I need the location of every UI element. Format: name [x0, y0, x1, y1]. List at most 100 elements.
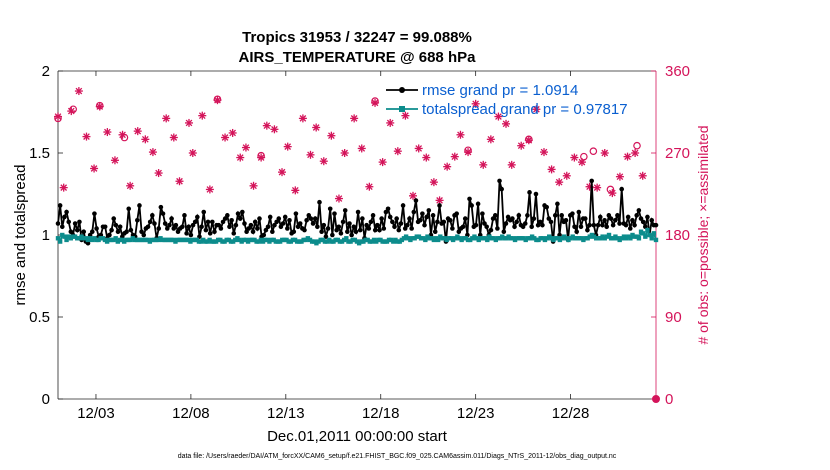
- rmse-point: [529, 224, 534, 230]
- rmse-point: [235, 211, 241, 216]
- rmse-point: [351, 224, 357, 230]
- legend-spread-marker: [399, 106, 405, 112]
- rmse-point: [257, 216, 262, 221]
- rmse-point: [574, 229, 579, 235]
- rmse-point: [437, 203, 442, 208]
- rmse-point: [630, 217, 635, 223]
- rmse-point: [510, 216, 515, 221]
- rmse-point: [615, 213, 620, 218]
- rmse-point: [222, 216, 228, 221]
- rmse-point: [113, 222, 119, 228]
- totalspread-point: [113, 236, 118, 241]
- obs-assimilated-marker: [312, 123, 321, 132]
- obs-assimilated-marker: [623, 152, 632, 161]
- rmse-point: [340, 219, 346, 225]
- rmse-point: [548, 219, 554, 225]
- rmse-point: [372, 227, 378, 233]
- right-y-tick-label: 180: [665, 227, 690, 244]
- obs-assimilated-marker: [205, 185, 214, 194]
- rmse-point: [220, 219, 226, 225]
- totalspread-point: [636, 236, 642, 241]
- obs-assimilated-marker: [486, 135, 495, 144]
- obs-assimilated-marker: [570, 153, 579, 162]
- rmse-point: [233, 222, 239, 228]
- rmse-point: [128, 227, 134, 233]
- totalspread-point: [435, 237, 441, 243]
- rmse-point: [432, 229, 438, 235]
- rmse-point: [312, 216, 318, 221]
- totalspread-point: [606, 232, 612, 238]
- totalspread-point: [643, 234, 648, 239]
- rmse-point: [317, 199, 322, 205]
- rmse-point: [370, 213, 376, 218]
- rmse-point: [462, 216, 468, 221]
- right-y-tick-label: 360: [665, 63, 690, 80]
- x-axis-label: Dec.01,2011 00:00:00 start: [267, 428, 448, 445]
- rmse-point: [422, 222, 427, 228]
- obs-assimilated-marker: [141, 135, 150, 144]
- rmse-point: [218, 226, 224, 231]
- obs-assimilated-marker: [162, 114, 171, 123]
- rmse-point: [77, 219, 82, 225]
- rmse-point: [74, 227, 80, 233]
- obs-assimilated-marker: [133, 127, 142, 136]
- obs-assimilated-marker: [429, 178, 438, 187]
- rmse-point: [150, 213, 155, 218]
- rmse-point: [411, 209, 417, 215]
- rmse-point: [152, 221, 157, 226]
- rmse-point: [582, 216, 588, 221]
- rmse-point: [325, 226, 331, 231]
- rmse-point: [467, 196, 472, 202]
- rmse-point: [278, 224, 284, 230]
- rmse-point: [413, 198, 419, 203]
- rmse-point: [310, 221, 316, 226]
- obs-count-markers: [54, 87, 660, 403]
- obs-possible-marker: [589, 147, 598, 155]
- rmse-point: [604, 224, 610, 230]
- rmse-point: [175, 229, 181, 235]
- rmse-point: [638, 216, 644, 221]
- rmse-point: [137, 203, 142, 208]
- right-y-axis-ticks: 0 90 180 270 360: [651, 63, 690, 408]
- x-tick-label: 12/13: [267, 405, 305, 422]
- obs-assimilated-marker: [278, 168, 287, 177]
- rmse-point: [505, 214, 511, 220]
- rmse-point: [205, 219, 211, 225]
- totalspread-point: [653, 237, 659, 243]
- legend-spread-label: totalspread grand pr = 0.97817: [422, 101, 628, 118]
- obs-possible-marker: [525, 135, 533, 144]
- rmse-point: [336, 224, 342, 230]
- rmse-point: [503, 221, 509, 226]
- totalspread-point: [55, 236, 61, 241]
- rmse-point: [201, 209, 207, 215]
- rmse-point: [145, 224, 151, 230]
- rmse-point: [602, 217, 607, 223]
- obs-assimilated-marker: [357, 144, 366, 153]
- obs-possible-marker: [257, 151, 265, 160]
- rmse-point: [402, 226, 408, 231]
- obs-assimilated-marker: [507, 160, 516, 169]
- rmse-point: [89, 229, 95, 235]
- rmse-point: [92, 211, 97, 216]
- rmse-point: [475, 201, 481, 207]
- obs-possible-marker: [633, 141, 641, 150]
- rmse-point: [203, 227, 209, 233]
- rmse-point: [304, 217, 309, 223]
- rmse-point: [282, 214, 288, 220]
- rmse-point: [512, 224, 517, 230]
- obs-assimilated-marker: [547, 165, 556, 174]
- rmse-point: [424, 214, 429, 220]
- rmse-point: [216, 222, 222, 228]
- obs-assimilated-marker: [74, 87, 83, 96]
- rmse-point: [280, 221, 286, 226]
- rmse-point: [587, 222, 592, 228]
- obs-assimilated-marker: [414, 144, 423, 153]
- obs-assimilated-marker: [593, 183, 602, 192]
- rmse-point: [585, 227, 590, 233]
- rmse-point: [190, 222, 196, 228]
- rmse-point: [195, 214, 200, 220]
- rmse-point: [231, 231, 237, 236]
- rmse-point: [456, 229, 462, 235]
- rmse-point: [392, 224, 397, 230]
- obs-assimilated-marker: [435, 196, 444, 205]
